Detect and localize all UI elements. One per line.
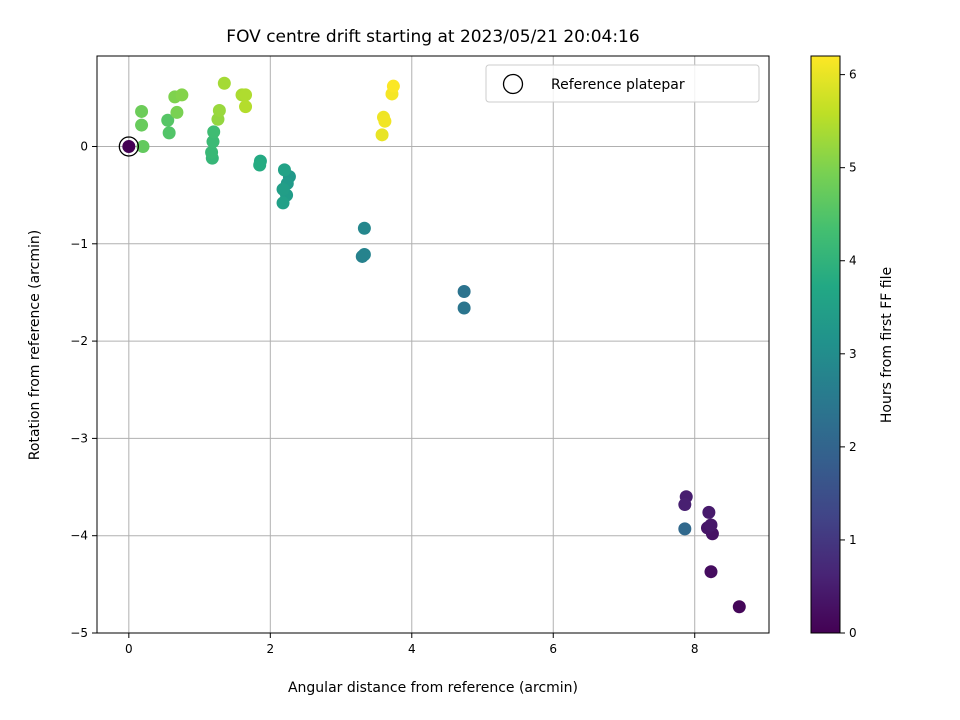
data-point [457,284,471,298]
colorbar-ticks: 0 1 2 3 4 5 6 [840,68,857,640]
data-point [135,118,149,132]
data-point [205,145,219,159]
y-tick-label: −1 [70,237,88,251]
data-point [136,139,150,153]
data-point [239,100,253,114]
y-tick-label: −5 [70,626,88,640]
chart-title: FOV centre drift starting at 2023/05/21 … [226,27,639,47]
colorbar: 0 1 2 3 4 5 6 Hours from first FF file [810,55,895,640]
colorbar-label: Hours from first FF file [879,267,895,423]
colorbar-tick-label: 4 [849,254,857,268]
data-point [170,105,184,119]
colorbar-tick-label: 2 [849,440,857,454]
reference-platepar-marker [118,136,139,157]
data-point [207,125,221,139]
data-point [175,88,189,102]
data-point [161,113,175,127]
colorbar-tick-label: 5 [849,161,857,175]
data-point [375,128,389,142]
y-axis-ticks: 0 −1 −2 −3 −4 −5 [70,139,97,640]
x-tick-label: 0 [125,642,133,656]
data-point [253,158,267,172]
legend: Reference platepar [485,64,760,103]
data-point [732,600,746,614]
data-point [386,79,400,93]
scatter-points [118,76,746,614]
data-point [277,163,291,177]
data-point [457,301,471,315]
data-point [212,103,226,117]
x-tick-label: 2 [266,642,274,656]
data-point [357,247,371,261]
colorbar-gradient [810,55,841,634]
colorbar-tick-label: 3 [849,347,857,361]
data-point [206,135,220,149]
data-point [135,104,149,118]
data-point [276,196,290,210]
y-axis-label: Rotation from reference (arcmin) [27,230,43,460]
y-tick-label: 0 [80,139,88,153]
x-axis-ticks: 0 2 4 6 8 [125,633,699,656]
data-point [378,114,392,128]
colorbar-tick-label: 0 [849,626,857,640]
data-point [702,505,716,519]
y-tick-label: −3 [70,431,88,445]
y-tick-label: −2 [70,334,88,348]
x-tick-label: 8 [691,642,699,656]
x-tick-label: 6 [549,642,557,656]
data-point [162,126,176,140]
data-point [678,522,692,536]
y-tick-label: −4 [70,529,88,543]
grid-lines [97,56,769,634]
data-point [704,565,718,579]
data-point [704,518,718,532]
colorbar-tick-label: 1 [849,533,857,547]
x-tick-label: 4 [408,642,416,656]
data-point [678,498,692,512]
legend-reference-marker [502,73,524,95]
data-point [276,182,290,196]
colorbar-tick-label: 6 [849,68,857,82]
plot-frame [96,55,770,634]
data-point [122,139,136,153]
data-point [357,221,371,235]
data-point [217,76,231,90]
legend-box [485,64,760,103]
x-axis-label: Angular distance from reference (arcmin) [288,680,578,696]
legend-label-reference-platepar: Reference platepar [551,77,685,93]
data-point [239,88,253,102]
